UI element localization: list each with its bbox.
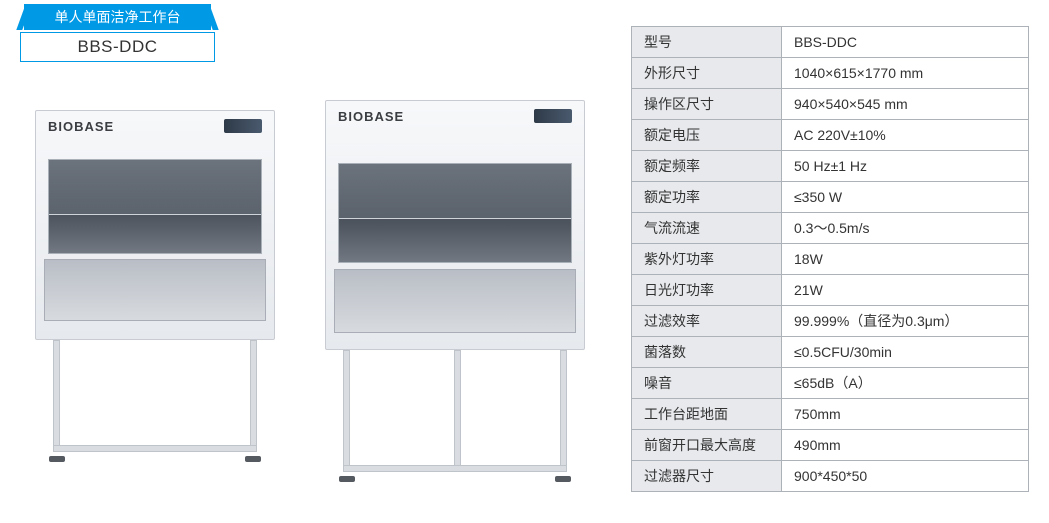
table-row: 过滤效率99.999%（直径为0.3μm） [632, 306, 1029, 337]
table-row: 噪音≤65dB（A） [632, 368, 1029, 399]
spec-tbody: 型号BBS-DDC外形尺寸1040×615×1770 mm操作区尺寸940×54… [632, 27, 1029, 492]
model-box: BBS-DDC [20, 32, 215, 62]
table-row: 额定频率50 Hz±1 Hz [632, 151, 1029, 182]
spec-value: 900*450*50 [782, 461, 1029, 492]
cabinet-body: BIOBASE [35, 110, 275, 340]
product-illustrations: BIOBASE BIOBASE [25, 110, 615, 490]
spec-label: 过滤器尺寸 [632, 461, 782, 492]
spec-label: 日光灯功率 [632, 275, 782, 306]
control-panel-icon [534, 109, 572, 123]
work-surface [44, 259, 266, 321]
leg-left [343, 350, 350, 472]
table-row: 操作区尺寸940×540×545 mm [632, 89, 1029, 120]
table-row: 额定电压AC 220V±10% [632, 120, 1029, 151]
title-banner: 单人单面洁净工作台 [24, 4, 211, 30]
spec-label: 额定频率 [632, 151, 782, 182]
spec-label: 紫外灯功率 [632, 244, 782, 275]
table-row: 外形尺寸1040×615×1770 mm [632, 58, 1029, 89]
spec-value: 490mm [782, 430, 1029, 461]
spec-table: 型号BBS-DDC外形尺寸1040×615×1770 mm操作区尺寸940×54… [631, 26, 1029, 492]
table-row: 日光灯功率21W [632, 275, 1029, 306]
spec-value: 21W [782, 275, 1029, 306]
spec-label: 气流流速 [632, 213, 782, 244]
leg-right [250, 340, 257, 452]
workbench-iso-view: BIOBASE [325, 100, 585, 490]
table-row: 前窗开口最大高度490mm [632, 430, 1029, 461]
leg-middle [454, 350, 461, 472]
leg-right [560, 350, 567, 472]
spec-label: 额定电压 [632, 120, 782, 151]
table-row: 工作台距地面750mm [632, 399, 1029, 430]
stand-legs [49, 340, 261, 470]
spec-label: 外形尺寸 [632, 58, 782, 89]
spec-value: BBS-DDC [782, 27, 1029, 58]
spec-value: ≤350 W [782, 182, 1029, 213]
spec-value: ≤0.5CFU/30min [782, 337, 1029, 368]
spec-value: ≤65dB（A） [782, 368, 1029, 399]
sash-glass [339, 164, 571, 219]
foot-left [49, 456, 65, 462]
spec-label: 噪音 [632, 368, 782, 399]
stand-legs [339, 350, 571, 490]
table-row: 型号BBS-DDC [632, 27, 1029, 58]
spec-label: 过滤效率 [632, 306, 782, 337]
work-window [48, 159, 262, 254]
leg-left [53, 340, 60, 452]
brand-logo: BIOBASE [48, 119, 114, 134]
spec-label: 操作区尺寸 [632, 89, 782, 120]
spec-value: AC 220V±10% [782, 120, 1029, 151]
model-text: BBS-DDC [77, 37, 157, 56]
crossbar [53, 445, 257, 452]
spec-label: 前窗开口最大高度 [632, 430, 782, 461]
table-row: 额定功率≤350 W [632, 182, 1029, 213]
workbench-front-view: BIOBASE [35, 110, 275, 470]
crossbar [343, 465, 567, 472]
spec-value: 0.3～0.5m/s [782, 213, 1029, 244]
product-header: 单人单面洁净工作台 BBS-DDC [20, 4, 215, 62]
table-row: 菌落数≤0.5CFU/30min [632, 337, 1029, 368]
spec-label: 菌落数 [632, 337, 782, 368]
work-surface [334, 269, 576, 333]
table-row: 过滤器尺寸900*450*50 [632, 461, 1029, 492]
foot-left [339, 476, 355, 482]
control-panel-icon [224, 119, 262, 133]
table-row: 紫外灯功率18W [632, 244, 1029, 275]
table-row: 气流流速0.3～0.5m/s [632, 213, 1029, 244]
spec-value: 99.999%（直径为0.3μm） [782, 306, 1029, 337]
brand-logo: BIOBASE [338, 109, 404, 124]
title-text: 单人单面洁净工作台 [55, 9, 181, 25]
spec-value: 940×540×545 mm [782, 89, 1029, 120]
spec-value: 18W [782, 244, 1029, 275]
spec-value: 750mm [782, 399, 1029, 430]
spec-value: 50 Hz±1 Hz [782, 151, 1029, 182]
sash-glass [49, 160, 261, 215]
foot-right [555, 476, 571, 482]
work-window [338, 163, 572, 263]
cabinet-body: BIOBASE [325, 100, 585, 350]
spec-label: 型号 [632, 27, 782, 58]
spec-label: 工作台距地面 [632, 399, 782, 430]
spec-label: 额定功率 [632, 182, 782, 213]
spec-value: 1040×615×1770 mm [782, 58, 1029, 89]
foot-right [245, 456, 261, 462]
